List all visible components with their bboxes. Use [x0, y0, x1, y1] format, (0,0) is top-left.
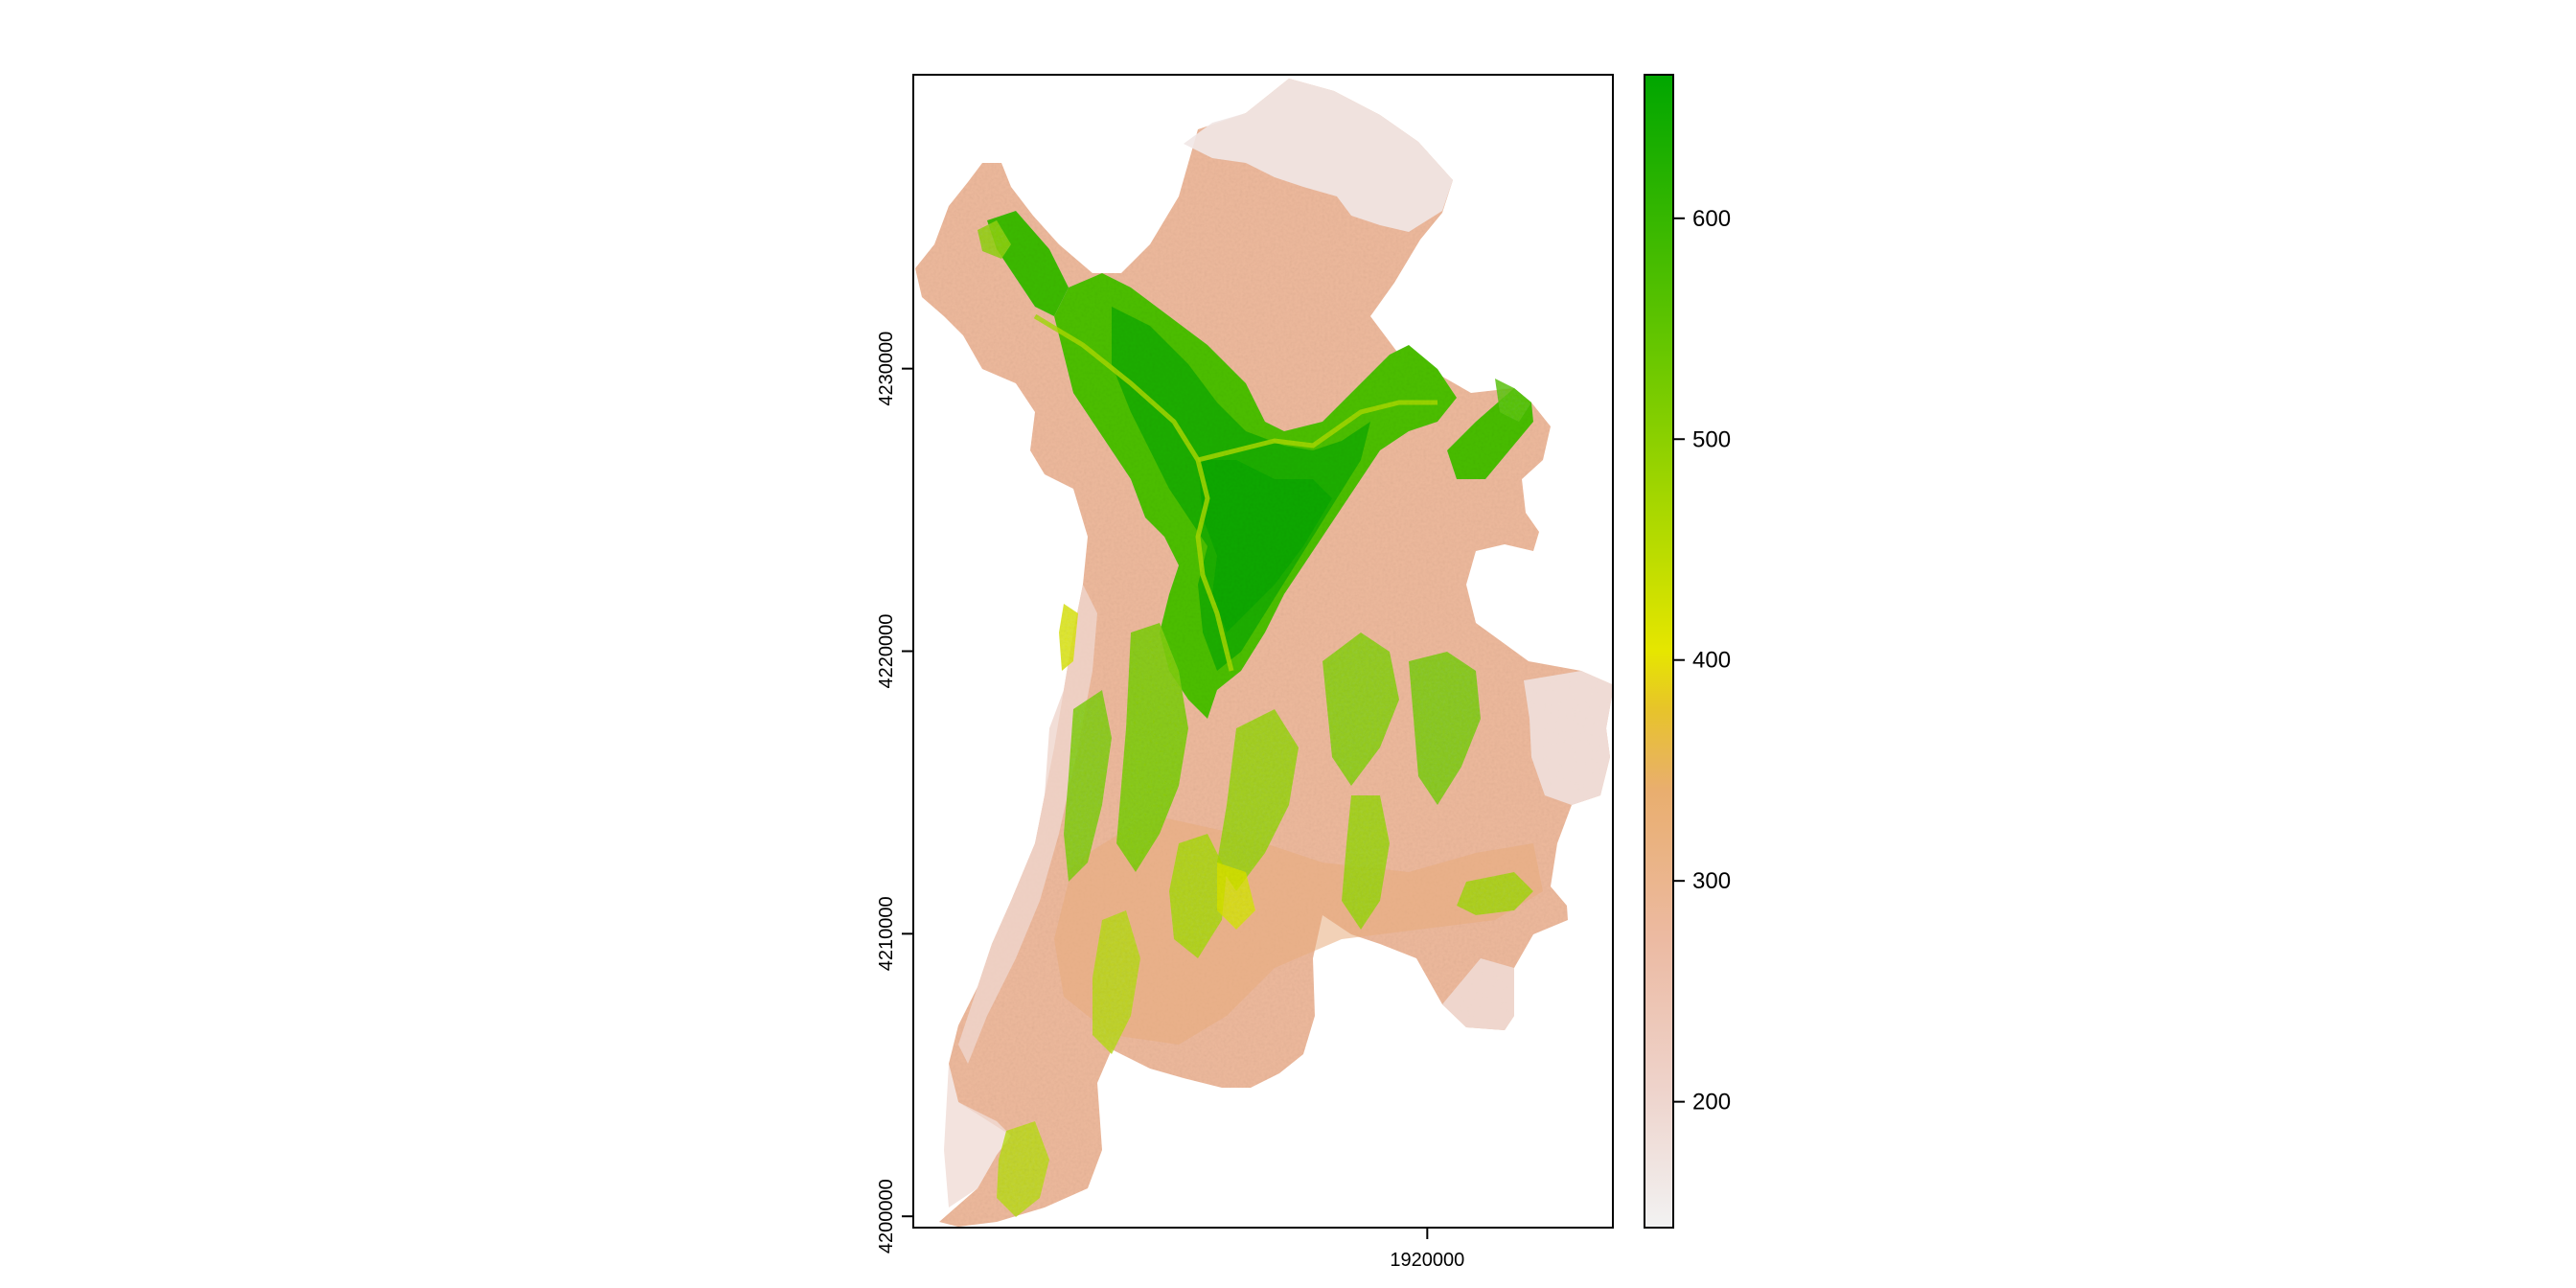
raster-surface	[915, 79, 1613, 1227]
x-axis: 1920000	[1390, 1228, 1464, 1271]
x-tick-label: 1920000	[1390, 1250, 1464, 1271]
light-patch-south	[944, 1064, 1011, 1208]
y-tick-label: 4220000	[876, 614, 897, 689]
legend: 200 300 400 500 600	[1644, 74, 1731, 1229]
y-tick-label: 4230000	[876, 332, 897, 406]
green-core	[987, 211, 1533, 719]
legend-tick-label: 200	[1692, 1090, 1731, 1116]
legend-tick-label: 400	[1692, 648, 1731, 674]
legend-ticks: 200 300 400 500 600	[1673, 206, 1731, 1116]
legend-tick-label: 300	[1692, 868, 1731, 894]
legend-tick-label: 500	[1692, 426, 1731, 452]
y-tick-label: 4200000	[876, 1179, 897, 1254]
light-patch-southeast	[1442, 958, 1514, 1030]
vegetation-strips	[978, 220, 1533, 1217]
y-tick-label: 4210000	[876, 896, 897, 971]
light-patch-west	[958, 585, 1097, 1064]
legend-color-bar	[1644, 74, 1674, 1229]
legend-tick-label: 600	[1692, 206, 1731, 232]
light-patch-east	[1524, 671, 1613, 805]
y-axis: 4200000 4210000 4220000 4230000	[876, 332, 913, 1254]
light-patch-north	[1184, 79, 1453, 232]
